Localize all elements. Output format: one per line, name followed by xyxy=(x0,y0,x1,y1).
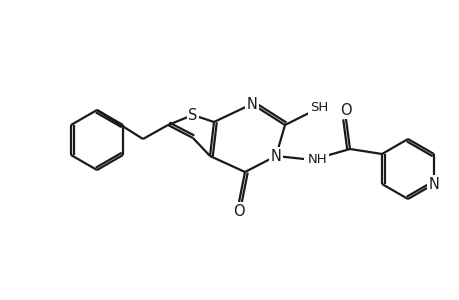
Text: N: N xyxy=(428,176,438,191)
Text: NH: NH xyxy=(308,152,327,166)
Text: O: O xyxy=(233,203,244,218)
Text: SH: SH xyxy=(309,100,327,113)
Text: O: O xyxy=(340,103,351,118)
Text: S: S xyxy=(188,107,197,122)
Text: N: N xyxy=(270,148,281,164)
Text: N: N xyxy=(246,97,257,112)
